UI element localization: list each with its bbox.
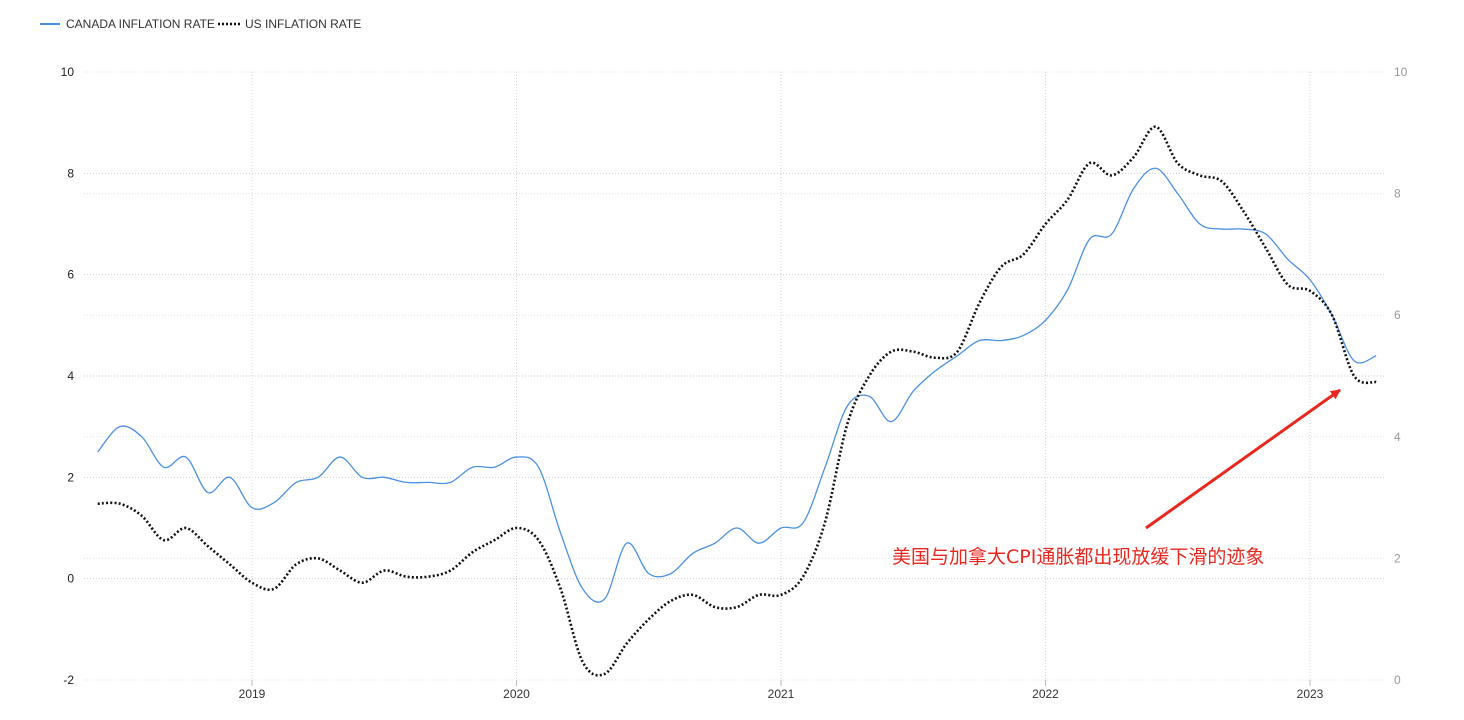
gridlines — [84, 71, 1384, 681]
right-tick-label: 8 — [1394, 187, 1401, 201]
right-tick-label: 6 — [1394, 308, 1401, 322]
left-y-axis: -2 0 2 4 6 8 10 — [61, 65, 75, 687]
left-tick-label: 8 — [67, 166, 74, 180]
x-tick-label: 2021 — [768, 687, 795, 701]
series-layer — [97, 125, 1377, 677]
right-tick-label: 4 — [1394, 430, 1401, 444]
right-tick-label: 10 — [1394, 65, 1408, 79]
legend: CANADA INFLATION RATE US INFLATION RATE — [40, 17, 361, 31]
left-tick-label: 10 — [61, 65, 75, 79]
annotation: 美国与加拿大CPI通胀都出现放缓下滑的迹象 — [892, 388, 1341, 568]
right-tick-label: 0 — [1394, 673, 1401, 687]
right-tick-label: 2 — [1394, 551, 1401, 565]
left-tick-label: 6 — [67, 268, 74, 282]
annotation-text: 美国与加拿大CPI通胀都出现放缓下滑的迹象 — [892, 545, 1264, 568]
series-line-us[interactable] — [97, 125, 1377, 677]
left-tick-label: -2 — [63, 673, 74, 687]
legend-label-us: US INFLATION RATE — [245, 17, 361, 31]
x-tick-label: 2023 — [1297, 687, 1324, 701]
legend-item-us[interactable]: US INFLATION RATE — [218, 17, 361, 31]
x-tick-label: 2022 — [1032, 687, 1059, 701]
x-axis: 2019 2020 2021 2022 2023 — [239, 680, 1324, 701]
left-tick-label: 2 — [67, 470, 74, 484]
left-tick-label: 0 — [67, 572, 74, 586]
legend-item-canada[interactable]: CANADA INFLATION RATE — [40, 17, 215, 31]
left-tick-label: 4 — [67, 369, 74, 383]
x-tick-label: 2019 — [239, 687, 266, 701]
x-tick-label: 2020 — [503, 687, 530, 701]
annotation-arrow — [1145, 388, 1341, 530]
right-y-axis: 0 2 4 6 8 10 — [1394, 65, 1408, 687]
series-line-canada[interactable] — [97, 167, 1377, 603]
legend-label-canada: CANADA INFLATION RATE — [66, 17, 215, 31]
